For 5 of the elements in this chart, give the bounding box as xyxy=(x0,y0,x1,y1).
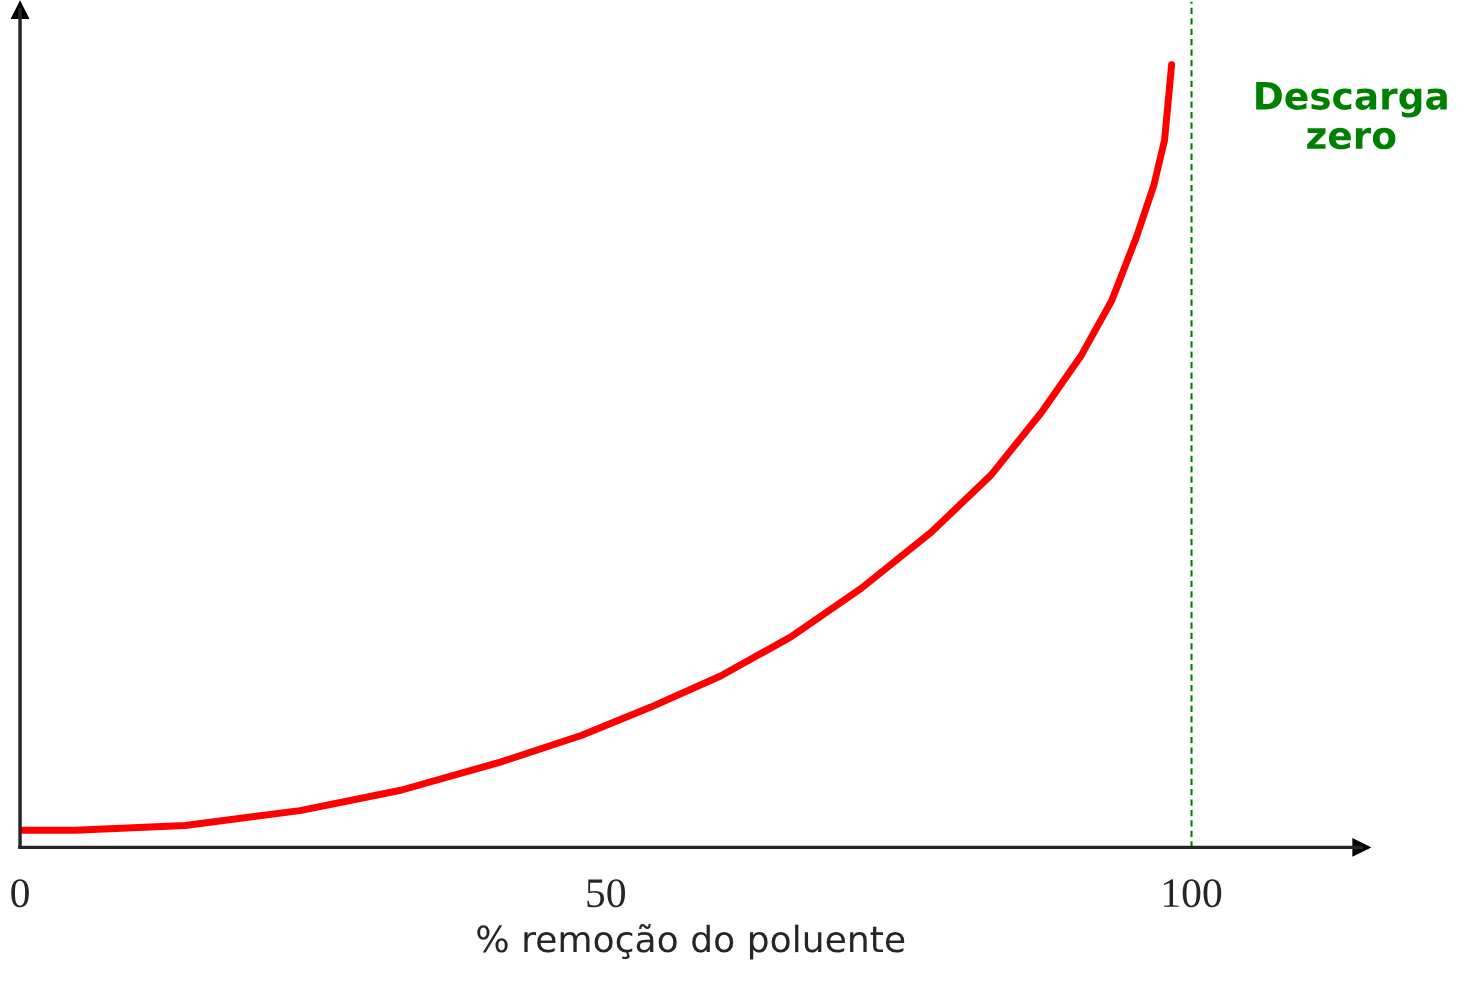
x-tick-label: 50 xyxy=(587,879,626,908)
x-axis-title: % remoção do poluente xyxy=(477,924,905,960)
x-tick-label: 0 xyxy=(11,879,29,908)
ref-line-label: Descarga zero xyxy=(1256,82,1447,150)
x-tick-label: 100 xyxy=(1163,879,1222,908)
